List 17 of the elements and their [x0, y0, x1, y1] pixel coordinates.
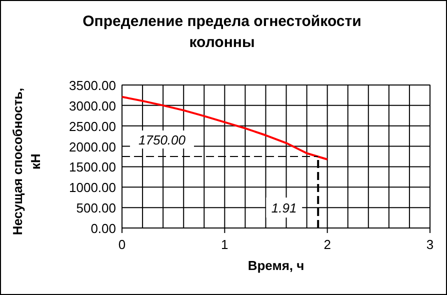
y-axis-title: Несущая способность, кН	[10, 88, 43, 236]
ref-line-label: 1.91	[271, 200, 297, 216]
ref-line-label: 1750.00	[138, 132, 186, 148]
y-tick-label: 3500.00	[69, 78, 116, 93]
y-tick-label: 1000.00	[69, 180, 116, 196]
y-tick-label: 2000.00	[69, 139, 116, 154]
chart-title: Определение предела огнестойкости колонны	[82, 13, 362, 51]
y-tick-label: 1500.00	[69, 160, 116, 175]
y-tick-label: 0.00	[90, 221, 116, 236]
y-tick-label: 2500.00	[69, 118, 116, 134]
y-tick-label: 500.00	[76, 200, 116, 216]
x-tick-label: 0	[118, 237, 126, 252]
x-tick-label: 3	[426, 237, 434, 252]
y-tick-label: 3000.00	[69, 98, 116, 114]
x-axis-title: Время, ч	[248, 258, 304, 273]
x-tick-label: 1	[221, 237, 228, 252]
x-tick-label: 2	[324, 237, 331, 252]
